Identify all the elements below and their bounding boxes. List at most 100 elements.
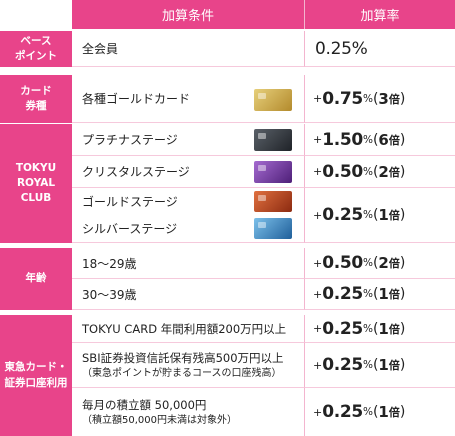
rate-bai: 倍 [388, 165, 400, 179]
gold-card-icon [254, 89, 292, 111]
rate-plus: + [313, 256, 323, 270]
monthly-savings-note: （積立額50,000円未満は対象外） [82, 414, 237, 426]
rate-plus: + [313, 322, 323, 335]
platinum-card-icon [254, 129, 292, 151]
section-tokyu-card-securities: 東急カード・ 証券口座利用 [0, 315, 72, 436]
rate-percent: % [362, 165, 373, 178]
rate-plus: + [313, 287, 323, 301]
row-gold-silver-rate: +0.25%(1 倍) [304, 188, 455, 243]
rate-bai: 倍 [388, 288, 400, 301]
row-age-18-29-rate: +0.50%(2 倍) [304, 248, 455, 279]
rate-number: 0.25 [322, 355, 363, 375]
paren-close: ) [399, 90, 406, 107]
crystal-card-icon [254, 161, 292, 183]
section-card-type: カード 券種 [0, 75, 72, 123]
rate-bai: 倍 [388, 92, 400, 106]
row-gold-cards-rate: +0.75%(3 倍) [304, 75, 455, 123]
rate-number: 0.75 [322, 88, 363, 109]
paren-close: ) [399, 163, 406, 180]
section-age: 年齢 [0, 248, 72, 310]
rate-plus: + [313, 358, 323, 372]
rate-multiplier: 2 [378, 254, 389, 272]
paren-close: ) [399, 286, 406, 302]
rate-number: 0.25 [322, 402, 363, 422]
section-base-point: ベース ポイント [0, 31, 72, 67]
rate-multiplier: 1 [378, 356, 389, 374]
paren-open: ( [372, 320, 379, 337]
rate-number: 0.50 [322, 253, 363, 273]
header-condition: 加算条件 [72, 0, 304, 29]
crystal-label: クリスタルステージ [82, 165, 190, 179]
rate-number: 0.25 [322, 284, 363, 304]
row-age-18-29-condition: 18〜29歳 [72, 248, 304, 279]
row-sbi-trust-condition: SBI証券投資信託保有残高500万円以上 （東急ポイントが貯まるコースの口座残高… [72, 343, 304, 388]
rate-multiplier: 1 [378, 206, 389, 224]
paren-close: ) [399, 320, 406, 337]
section-card-type-label: カード 券種 [20, 84, 52, 112]
section-gap [0, 310, 455, 315]
rate-bai: 倍 [388, 133, 400, 147]
section-card-securities-label: 東急カード・ 証券口座利用 [4, 361, 68, 389]
rate-plus: + [313, 165, 323, 178]
paren-close: ) [399, 357, 406, 373]
paren-open: ( [372, 357, 379, 373]
section-age-label: 年齢 [25, 272, 47, 285]
rate-percent: % [362, 133, 373, 146]
paren-open: ( [372, 255, 379, 271]
rate-plus: + [313, 133, 323, 146]
silver-stage-card-icon [254, 218, 292, 239]
rate-percent: % [362, 406, 373, 418]
paren-open: ( [372, 163, 379, 180]
rate-plus: + [313, 405, 323, 419]
sbi-trust-label: SBI証券投資信託保有残高500万円以上 [82, 350, 284, 365]
rate-plus: + [313, 92, 323, 105]
paren-open: ( [372, 404, 379, 420]
gold-stage-card-icon [254, 191, 292, 212]
section-royal-club-label: TOKYU ROYAL CLUB [15, 161, 57, 205]
section-base-point-label: ベース ポイント [15, 34, 57, 62]
rate-percent: % [362, 209, 373, 221]
base-rate-value: 0.25% [315, 38, 368, 59]
paren-open: ( [372, 131, 379, 148]
tokyu-card-usage-label: TOKYU CARD 年間利用額200万円以上 [82, 321, 287, 336]
rate-multiplier: 3 [378, 89, 389, 108]
rate-percent: % [362, 288, 373, 300]
rate-percent: % [362, 322, 373, 335]
rate-plus: + [313, 208, 323, 222]
rate-number: 0.25 [322, 205, 363, 225]
row-age-30-39-rate: +0.25%(1 倍) [304, 279, 455, 310]
gold-stage-label: ゴールドステージ [82, 195, 178, 209]
rate-bai: 倍 [388, 359, 400, 372]
rate-number: 1.50 [322, 129, 363, 150]
section-gap [0, 67, 455, 75]
age-30-39-label: 30〜39歳 [82, 287, 137, 302]
sbi-trust-note: （東急ポイントが貯まるコースの口座残高） [82, 367, 282, 379]
age-18-29-label: 18〜29歳 [82, 256, 137, 271]
row-tokyu-card-usage-condition: TOKYU CARD 年間利用額200万円以上 [72, 315, 304, 343]
row-all-members-rate: 0.25% [304, 31, 455, 67]
row-tokyu-card-usage-rate: +0.25%(1 倍) [304, 315, 455, 343]
rate-multiplier: 1 [378, 319, 389, 338]
row-crystal-rate: +0.50%(2 倍) [304, 156, 455, 188]
paren-open: ( [372, 90, 379, 107]
rate-percent: % [362, 359, 373, 371]
rate-multiplier: 2 [378, 162, 389, 181]
row-monthly-savings-condition: 毎月の積立額 50,000円 （積立額50,000円未満は対象外） [72, 388, 304, 436]
row-monthly-savings-rate: +0.25%(1 倍) [304, 388, 455, 436]
rate-bai: 倍 [388, 406, 400, 419]
paren-close: ) [399, 131, 406, 148]
header-rate: 加算率 [304, 0, 455, 29]
rate-percent: % [362, 92, 373, 105]
monthly-savings-label: 毎月の積立額 50,000円 [82, 397, 207, 412]
section-gap [0, 243, 455, 248]
paren-close: ) [399, 404, 406, 420]
row-all-members-condition: 全会員 [72, 31, 304, 67]
silver-stage-label: シルバーステージ [82, 222, 178, 236]
gold-cards-label: 各種ゴールドカード [82, 92, 191, 106]
row-age-30-39-condition: 30〜39歳 [72, 279, 304, 310]
platinum-label: プラチナステージ [82, 133, 178, 147]
rate-bai: 倍 [388, 257, 400, 270]
rate-number: 0.25 [322, 318, 363, 339]
section-tokyu-royal-club: TOKYU ROYAL CLUB [0, 124, 72, 243]
